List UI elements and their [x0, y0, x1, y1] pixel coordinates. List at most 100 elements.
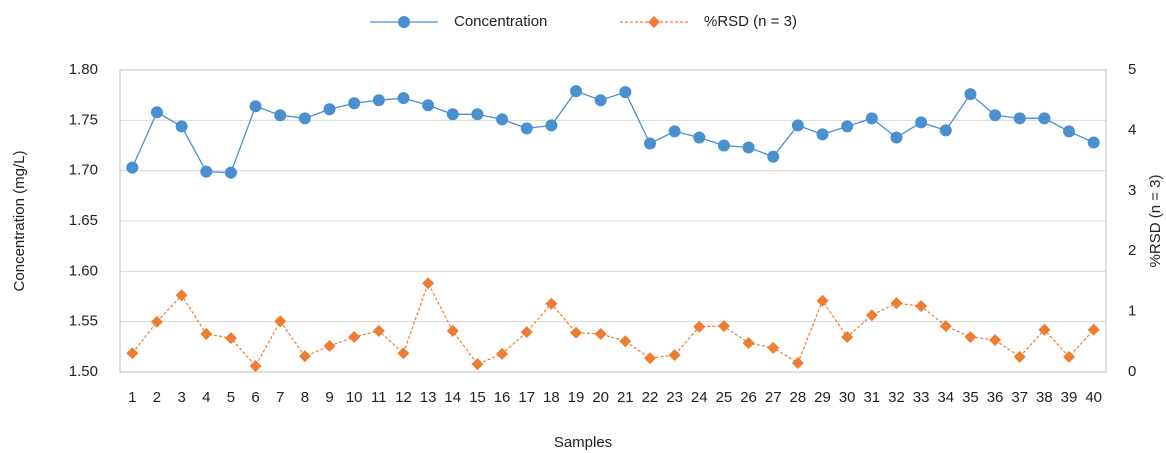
x-tick-label: 29 [814, 389, 831, 406]
x-tick-label: 12 [395, 389, 412, 406]
x-tick-label: 6 [251, 389, 259, 406]
x-tick-label: 37 [1011, 389, 1028, 406]
marker [323, 340, 336, 353]
plot-border [119, 69, 1107, 373]
marker [150, 106, 163, 119]
y2-axis-title: %RSD (n = 3) [1147, 175, 1164, 268]
marker [865, 112, 878, 125]
y-tick-label: 1.80 [69, 61, 98, 78]
marker [1063, 125, 1076, 138]
marker [126, 161, 139, 174]
marker [939, 320, 952, 333]
marker [890, 131, 903, 144]
marker [989, 333, 1002, 346]
marker [1038, 323, 1051, 336]
marker [298, 350, 311, 363]
marker [1013, 112, 1026, 125]
marker [274, 109, 287, 122]
marker [249, 359, 262, 372]
marker [742, 141, 755, 154]
marker [471, 358, 484, 371]
y2-tick-label: 3 [1128, 182, 1136, 199]
marker [816, 128, 829, 141]
marker [397, 92, 410, 105]
marker [200, 327, 213, 340]
marker [249, 100, 262, 113]
x-tick-label: 14 [444, 389, 461, 406]
marker [767, 150, 780, 163]
series-line [131, 90, 1094, 174]
marker [520, 326, 533, 339]
marker [126, 347, 139, 360]
x-tick-label: 18 [543, 389, 560, 406]
x-tick-label: 22 [642, 389, 659, 406]
y-axis-title: Concentration (mg/L) [11, 151, 28, 292]
marker [1087, 323, 1100, 336]
marker [890, 297, 903, 310]
marker [200, 165, 213, 178]
x-tick-label: 21 [617, 389, 634, 406]
marker [594, 327, 607, 340]
marker [175, 120, 188, 133]
x-tick-label: 32 [888, 389, 905, 406]
marker [323, 103, 336, 116]
y2-tick-label: 4 [1128, 121, 1136, 138]
marker [915, 300, 928, 313]
marker [865, 309, 878, 322]
series-line [131, 281, 1095, 367]
marker [175, 289, 188, 302]
marker [841, 330, 854, 343]
marker [274, 315, 287, 328]
x-tick-label: 36 [987, 389, 1004, 406]
x-tick-label: 40 [1085, 389, 1102, 406]
x-tick-label: 23 [666, 389, 683, 406]
y2-tick-label: 0 [1128, 363, 1136, 380]
x-tick-label: 7 [276, 389, 284, 406]
marker [643, 352, 656, 365]
y-tick-label: 1.70 [69, 162, 98, 179]
x-tick-label: 34 [937, 389, 954, 406]
marker [545, 119, 558, 132]
y-tick-label: 1.50 [69, 363, 98, 380]
marker [767, 341, 780, 354]
y-tick-label: 1.65 [69, 212, 98, 229]
marker [964, 330, 977, 343]
x-tick-label: 15 [469, 389, 486, 406]
x-tick-label: 31 [863, 389, 880, 406]
x-tick-label: 39 [1061, 389, 1078, 406]
marker [224, 166, 237, 179]
marker [372, 94, 385, 107]
x-tick-label: 24 [691, 389, 708, 406]
marker [791, 119, 804, 132]
marker [742, 337, 755, 350]
x-tick-label: 8 [301, 389, 309, 406]
marker [150, 315, 163, 328]
x-tick-label: 33 [913, 389, 930, 406]
marker [520, 122, 533, 135]
marker [964, 88, 977, 101]
marker [841, 120, 854, 133]
marker [939, 124, 952, 137]
marker [397, 347, 410, 360]
x-tick-label: 5 [227, 389, 235, 406]
x-tick-label: 4 [202, 389, 210, 406]
marker [693, 131, 706, 144]
x-tick-label: 16 [494, 389, 511, 406]
x-tick-label: 38 [1036, 389, 1053, 406]
x-tick-label: 3 [177, 389, 185, 406]
y-tick-label: 1.60 [69, 262, 98, 279]
marker [643, 137, 656, 150]
x-tick-label: 28 [790, 389, 807, 406]
marker [496, 347, 509, 360]
marker [1038, 112, 1051, 125]
x-tick-label: 13 [420, 389, 437, 406]
marker [471, 108, 484, 121]
y2-tick-label: 1 [1128, 303, 1136, 320]
x-tick-label: 2 [153, 389, 161, 406]
marker [446, 108, 459, 121]
marker [1013, 350, 1026, 363]
y-tick-label: 1.55 [69, 313, 98, 330]
x-tick-label: 9 [325, 389, 333, 406]
marker [545, 297, 558, 310]
marker [619, 86, 632, 99]
